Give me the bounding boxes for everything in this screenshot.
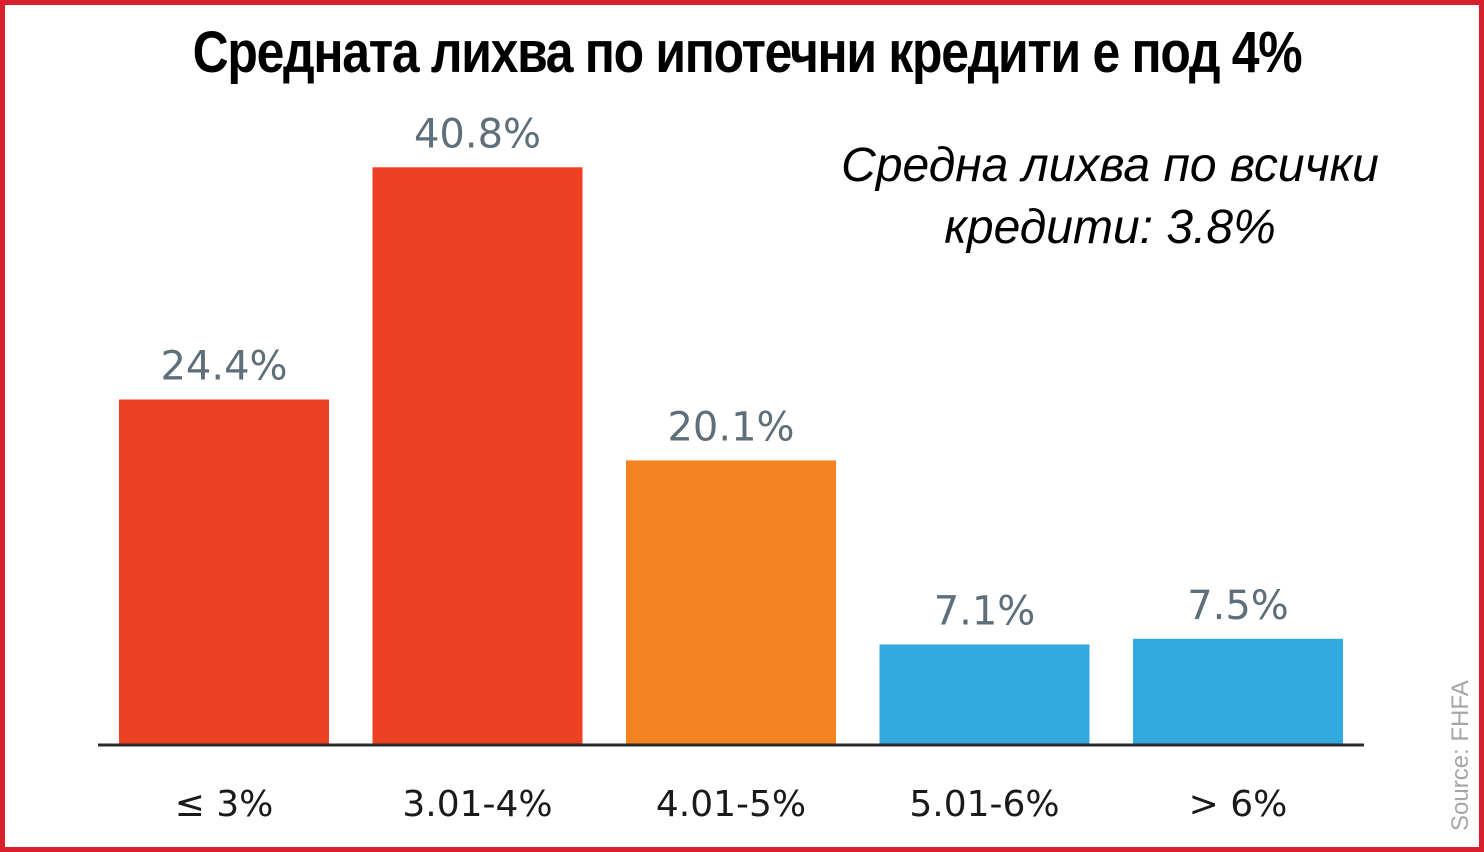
category-label-2: 4.01-5% — [656, 784, 806, 825]
bar-3 — [879, 644, 1090, 745]
value-label-4: 7.5% — [1187, 583, 1289, 629]
value-label-1: 40.8% — [414, 111, 541, 157]
value-label-0: 24.4% — [160, 343, 287, 389]
bar-1 — [372, 167, 583, 746]
bar-4 — [1133, 638, 1343, 745]
category-label-0: ≤ 3% — [175, 784, 274, 825]
bar-2 — [626, 460, 836, 745]
value-label-3: 7.1% — [934, 588, 1036, 634]
annotation-line-1: Средна лихва по всички — [841, 139, 1379, 192]
category-label-1: 3.01-4% — [402, 784, 552, 825]
bar-0 — [119, 399, 329, 745]
category-label-4: > 6% — [1189, 784, 1288, 825]
average-rate-annotation: Средна лихва по всички кредити: 3.8% — [765, 135, 1455, 259]
annotation-line-2: кредити: 3.8% — [944, 201, 1276, 254]
value-label-2: 20.1% — [667, 404, 794, 450]
chart-title: Средната лихва по ипотечни кредити е под… — [192, 20, 1303, 85]
category-label-3: 5.01-6% — [909, 784, 1059, 825]
